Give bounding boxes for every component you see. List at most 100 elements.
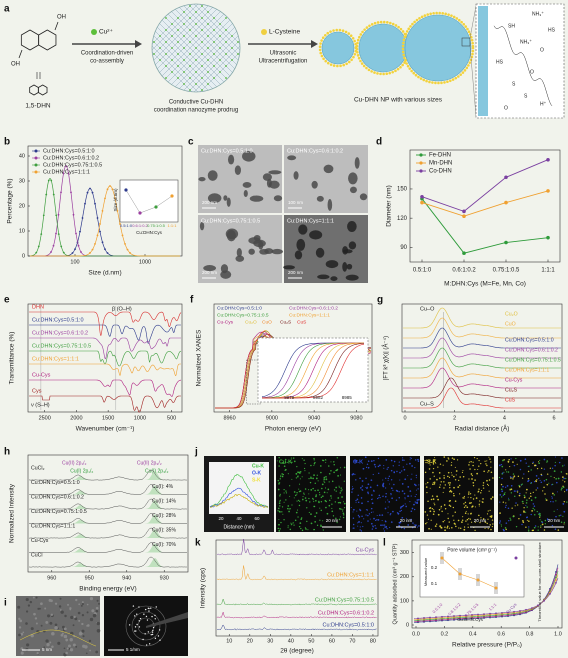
map-dot xyxy=(283,519,285,521)
label: Cu–O xyxy=(420,306,435,312)
cys-dot xyxy=(409,25,412,28)
cu-node xyxy=(165,77,167,79)
map-dot xyxy=(431,495,434,497)
map-dot xyxy=(521,523,523,526)
particle xyxy=(342,246,349,255)
cys-dot xyxy=(434,81,437,85)
particle xyxy=(345,274,359,281)
label: CuCl₂ xyxy=(31,465,45,471)
map-dot xyxy=(539,514,541,517)
map-dot xyxy=(295,511,298,514)
x-tick-label: 0.5:1:0 xyxy=(413,268,432,274)
cys-dot xyxy=(461,71,465,74)
map-dot xyxy=(313,474,315,476)
isotherm-marker xyxy=(555,576,557,579)
lattice-fringe xyxy=(89,649,92,652)
particle xyxy=(227,154,235,165)
cys-dot xyxy=(359,33,363,36)
map-dot xyxy=(538,477,540,480)
map-dot xyxy=(304,527,307,529)
label: Cu(I) 2p₃/₂ xyxy=(145,468,168,474)
map-dot xyxy=(352,508,355,511)
map-dot xyxy=(461,519,464,521)
map-dot xyxy=(386,528,388,530)
map-dot xyxy=(448,521,450,523)
lattice-fringe xyxy=(95,609,99,613)
map-dot xyxy=(452,506,455,509)
map-dot xyxy=(515,457,517,460)
map-dot xyxy=(562,515,564,517)
map-dot xyxy=(398,524,400,526)
map-dot xyxy=(389,514,391,516)
map-dot xyxy=(517,504,519,506)
cu-node xyxy=(159,35,161,37)
map-dot xyxy=(296,492,298,494)
cu-node xyxy=(225,29,227,31)
map-dot xyxy=(468,491,470,493)
map-dot xyxy=(444,508,447,510)
map-dot xyxy=(316,524,319,527)
map-dot xyxy=(470,502,472,504)
map-dot xyxy=(319,507,321,509)
spectrum-curve xyxy=(403,327,561,349)
curve-marker xyxy=(50,251,52,253)
map-dot xyxy=(556,491,558,493)
map-dot xyxy=(324,482,326,484)
map-dot xyxy=(337,497,340,499)
cys-dot xyxy=(401,30,405,33)
label: Cu:DHN:Cys xyxy=(457,617,484,622)
map-dot xyxy=(551,484,553,486)
cu-node xyxy=(201,5,203,7)
cu-node xyxy=(201,65,203,67)
map-dot xyxy=(474,468,476,471)
label: HS xyxy=(496,59,504,65)
map-dot xyxy=(278,523,280,526)
map-dot xyxy=(512,515,515,518)
cys-dot xyxy=(451,78,455,81)
axes-frame xyxy=(409,149,561,263)
map-dot xyxy=(300,518,302,520)
label: 20 nm xyxy=(548,518,561,523)
map-dot xyxy=(285,492,288,494)
label: 0.5:1:0 xyxy=(431,601,444,614)
map-dot xyxy=(455,470,458,472)
map-dot xyxy=(482,487,485,489)
curve-marker xyxy=(96,234,99,237)
map-dot xyxy=(451,461,453,463)
map-dot xyxy=(498,464,501,467)
map-dot xyxy=(313,463,316,465)
map-dot xyxy=(297,516,299,518)
nanoparticle xyxy=(358,23,408,73)
map-dot xyxy=(314,489,316,492)
map-dot xyxy=(508,519,510,522)
map-dot xyxy=(451,457,454,459)
cys-dot xyxy=(355,44,359,48)
curve-marker xyxy=(119,223,121,225)
particle xyxy=(243,189,248,198)
map-dot xyxy=(449,489,452,492)
map-dot xyxy=(540,525,542,527)
map-dot xyxy=(284,468,287,471)
cys-dot xyxy=(455,17,459,20)
map-dot xyxy=(361,502,363,505)
lattice-fringe xyxy=(77,611,81,615)
lattice-fringe xyxy=(49,621,53,625)
spot xyxy=(133,615,136,617)
map-dot xyxy=(322,459,325,462)
map-dot xyxy=(516,491,519,493)
cu-node xyxy=(189,41,191,43)
map-dot xyxy=(393,471,395,473)
lattice-fringe xyxy=(63,627,67,631)
map-dot xyxy=(538,512,540,514)
cys-dot xyxy=(379,72,382,76)
map-dot xyxy=(304,462,306,465)
map-dot xyxy=(454,466,456,468)
zoom-line xyxy=(469,45,477,117)
cys-dot xyxy=(408,67,412,70)
axes-frame xyxy=(401,303,563,413)
cys-dot xyxy=(420,15,424,19)
cu-node xyxy=(219,47,221,49)
map-dot xyxy=(443,504,446,506)
cu-node xyxy=(213,41,215,43)
map-dot xyxy=(366,486,368,488)
